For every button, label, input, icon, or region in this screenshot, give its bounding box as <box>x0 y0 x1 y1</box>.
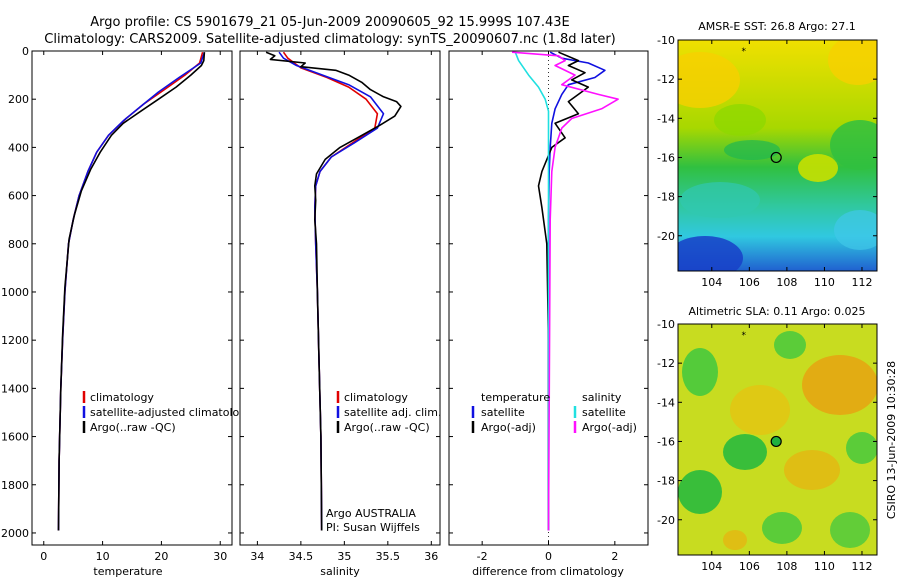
difference-panel: -2 0 2 temperature salinity satellite Argo… <box>448 50 649 578</box>
y-tick-label: -18 <box>657 191 675 204</box>
x-tick-label: 35.5 <box>376 550 401 563</box>
sst-map-panel: AMSR-E SST: 26.8 Argo: 27.1 104 106 108 110… <box>657 20 878 289</box>
x-tick-label: 0 <box>545 550 552 563</box>
x-tick-label: 104 <box>701 276 722 289</box>
sst-map-title: AMSR-E SST: 26.8 Argo: 27.1 <box>698 20 856 33</box>
y-tick-label: 1600 <box>1 431 29 444</box>
y-tick-label: -16 <box>657 435 675 448</box>
y-tick-label: 200 <box>8 93 29 106</box>
sst-map-field <box>678 40 877 271</box>
figure-title-line2: Climatology: CARS2009. Satellite-adjuste… <box>44 32 616 47</box>
temperature-plot-frame <box>31 50 233 546</box>
legend-label-sal-argo: Argo(-adj) <box>582 421 637 434</box>
y-tick-label: 1800 <box>1 479 29 492</box>
difference-legend: temperature salinity satellite Argo(-adj… <box>471 391 637 434</box>
x-tick-label: 35 <box>337 550 351 563</box>
x-tick-label: 34.5 <box>289 550 314 563</box>
sla-map-axes: 104 106 108 110 112 -10 -12 -14 -16 -18 -20 <box>657 318 877 573</box>
series-line-salinity-satellite <box>514 51 550 531</box>
y-tick-label: -16 <box>657 151 675 164</box>
sst-map-axes: 104 106 108 110 112 -10 -12 -14 -16 -18 -20 <box>657 34 877 289</box>
x-tick-label: 20 <box>154 550 168 563</box>
x-tick-label: 112 <box>851 560 872 573</box>
x-tick-label: -2 <box>477 550 488 563</box>
salinity-legend: climatology satellite adj. clim. Argo(..… <box>336 391 441 434</box>
creation-stamp: CSIRO 13-Jun-2009 10:30:28 <box>885 361 898 519</box>
y-tick-label: 600 <box>8 190 29 203</box>
series-line-argo-raw-qc <box>265 51 402 531</box>
x-tick-label: 30 <box>213 550 227 563</box>
x-tick-label: 36 <box>424 550 438 563</box>
legend-label-argo: Argo(..raw -QC) <box>344 421 430 434</box>
y-tick-label: 0 <box>22 45 29 58</box>
sla-map-title: Altimetric SLA: 0.11 Argo: 0.025 <box>688 305 865 318</box>
y-tick-label: 1400 <box>1 382 29 395</box>
temperature-axes: 0 10 20 30 0 200 400 600 800 1000 1200 1400 1600 1800… <box>1 45 232 563</box>
y-tick-label: -10 <box>657 34 675 47</box>
salinity-lines <box>265 51 402 531</box>
legend-label-sal-satellite: satellite <box>582 406 626 419</box>
sst-map-markers: * <box>741 47 782 164</box>
y-tick-label: -20 <box>657 230 675 243</box>
origin-star-marker: * <box>741 331 746 341</box>
temperature-legend: climatology satellite-adjusted climatolo… <box>82 391 253 434</box>
temperature-xlabel: temperature <box>93 565 162 578</box>
x-tick-label: 110 <box>814 560 835 573</box>
salinity-axes: 34 34.5 35 35.5 36 <box>240 50 440 563</box>
x-tick-label: 110 <box>814 276 835 289</box>
float-owner-annotation: Argo AUSTRALIA <box>326 507 416 520</box>
x-tick-label: 106 <box>739 276 760 289</box>
float-position-marker <box>770 435 782 448</box>
temperature-panel: 0 10 20 30 0 200 400 600 800 1000 1200 1400 1600 1800… <box>1 45 253 578</box>
y-tick-label: 1000 <box>1 286 29 299</box>
float-pi-annotation: PI: Susan Wijffels <box>326 521 420 534</box>
y-tick-label: 800 <box>8 238 29 251</box>
legend-label-climatology: climatology <box>344 391 408 404</box>
temperature-lines <box>57 51 206 531</box>
x-tick-label: 10 <box>96 550 110 563</box>
sst-map-frame <box>677 39 878 272</box>
series-line-temperature-argo-adj <box>537 51 590 531</box>
difference-lines <box>511 51 619 531</box>
legend-label-argo: Argo(..raw -QC) <box>90 421 176 434</box>
origin-star-marker: * <box>741 47 746 57</box>
x-tick-label: 108 <box>776 276 797 289</box>
y-tick-label: -18 <box>657 475 675 488</box>
legend-label-temp-satellite: satellite <box>481 406 525 419</box>
x-tick-label: 0 <box>40 550 47 563</box>
legend-label-temp-argo: Argo(-adj) <box>481 421 536 434</box>
series-line-argo-raw-qc <box>57 52 206 531</box>
x-tick-label: 2 <box>611 550 618 563</box>
y-tick-label: -14 <box>657 112 675 125</box>
x-tick-label: 104 <box>701 560 722 573</box>
sla-map-markers: * <box>741 331 782 448</box>
sla-map-panel: Altimetric SLA: 0.11 Argo: 0.025 104 106 1… <box>657 305 878 573</box>
x-tick-label: 112 <box>851 276 872 289</box>
sla-map-frame <box>677 323 878 556</box>
salinity-xlabel: salinity <box>320 565 360 578</box>
float-position-marker <box>770 151 782 164</box>
series-line-salinity-argo-adj <box>511 51 619 531</box>
x-tick-label: 108 <box>776 560 797 573</box>
salinity-panel: 34 34.5 35 35.5 36 climatology satellite adj… <box>239 50 441 578</box>
y-tick-label: -14 <box>657 396 675 409</box>
salinity-plot-frame <box>239 50 441 546</box>
y-tick-label: 1200 <box>1 334 29 347</box>
x-tick-label: 34 <box>250 550 264 563</box>
y-tick-label: -12 <box>657 357 675 370</box>
legend-header-temperature: temperature <box>481 391 550 404</box>
y-tick-label: 2000 <box>1 527 29 540</box>
y-tick-label: 400 <box>8 141 29 154</box>
y-tick-label: -20 <box>657 514 675 527</box>
figure-title-line1: Argo profile: CS 5901679_21 05-Jun-2009 … <box>90 15 570 30</box>
y-tick-label: -12 <box>657 73 675 86</box>
legend-header-salinity: salinity <box>582 391 622 404</box>
y-tick-label: -10 <box>657 318 675 331</box>
difference-xlabel: difference from climatology <box>472 565 624 578</box>
x-tick-label: 106 <box>739 560 760 573</box>
legend-label-climatology: climatology <box>90 391 154 404</box>
legend-label-satellite: satellite-adjusted climatology <box>90 406 253 419</box>
legend-label-satellite: satellite adj. clim. <box>344 406 441 419</box>
